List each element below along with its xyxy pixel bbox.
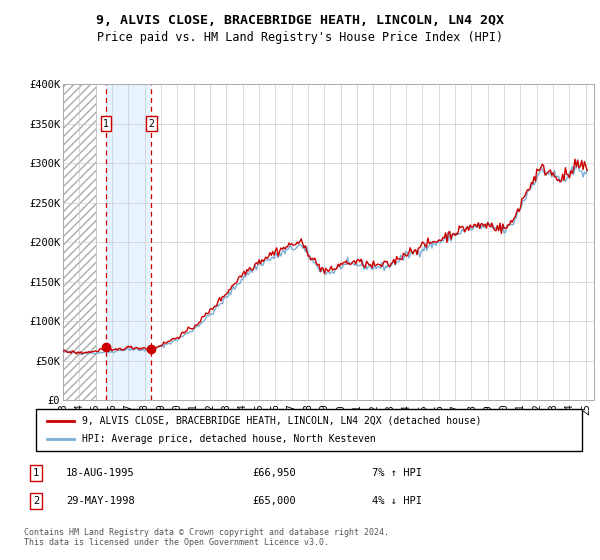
Text: HPI: Average price, detached house, North Kesteven: HPI: Average price, detached house, Nort…: [82, 434, 376, 444]
Text: 4% ↓ HPI: 4% ↓ HPI: [372, 496, 422, 506]
Text: Price paid vs. HM Land Registry's House Price Index (HPI): Price paid vs. HM Land Registry's House …: [97, 31, 503, 44]
Text: £65,000: £65,000: [252, 496, 296, 506]
Text: 18-AUG-1995: 18-AUG-1995: [66, 468, 135, 478]
Text: 2: 2: [148, 119, 154, 129]
Text: 1: 1: [33, 468, 39, 478]
Text: 9, ALVIS CLOSE, BRACEBRIDGE HEATH, LINCOLN, LN4 2QX (detached house): 9, ALVIS CLOSE, BRACEBRIDGE HEATH, LINCO…: [82, 416, 482, 426]
Text: 9, ALVIS CLOSE, BRACEBRIDGE HEATH, LINCOLN, LN4 2QX: 9, ALVIS CLOSE, BRACEBRIDGE HEATH, LINCO…: [96, 14, 504, 27]
Bar: [63, 84, 95, 400]
Text: 29-MAY-1998: 29-MAY-1998: [66, 496, 135, 506]
Text: 1: 1: [103, 119, 109, 129]
Text: 2: 2: [33, 496, 39, 506]
Bar: [106, 84, 151, 400]
Text: Contains HM Land Registry data © Crown copyright and database right 2024.
This d: Contains HM Land Registry data © Crown c…: [24, 528, 389, 547]
Text: 7% ↑ HPI: 7% ↑ HPI: [372, 468, 422, 478]
Text: £66,950: £66,950: [252, 468, 296, 478]
